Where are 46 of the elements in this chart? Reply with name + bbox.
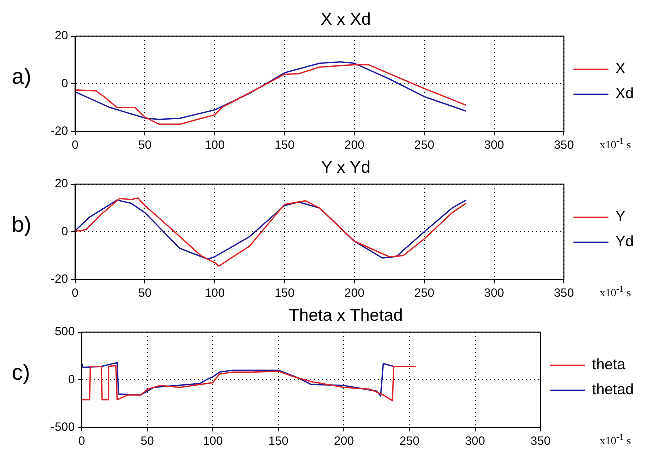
x-tick-label: 200	[344, 138, 365, 152]
legend-label: Xd	[616, 86, 634, 103]
x-tick-label: 350	[530, 434, 552, 448]
chart-title: Y x Yd	[321, 158, 371, 177]
y-tick-label: 0	[68, 372, 76, 386]
x-tick-label: 250	[414, 286, 435, 300]
x-axis-title: x10$^{-1}$ s	[600, 284, 632, 300]
x-tick-label: 50	[138, 286, 152, 300]
text: b)	[12, 212, 32, 238]
text: c)	[12, 360, 30, 386]
x-axis-title: x10$^{-1}$ s	[600, 136, 632, 152]
chart-title: Theta x Thetad	[288, 306, 404, 325]
x-tick-label: 350	[554, 138, 574, 152]
y-tick-label: 20	[54, 176, 69, 191]
x-tick-label: 300	[484, 138, 505, 152]
legend-label: theta	[592, 356, 626, 374]
legend-label: Y	[616, 208, 626, 226]
x-tick-label: 350	[554, 286, 574, 300]
legend-label: Yd	[616, 234, 634, 251]
x-tick-label: 150	[274, 286, 296, 300]
y-tick-label: 0	[62, 76, 69, 90]
x-tick-label: 250	[400, 434, 420, 448]
x-tick-label: 200	[334, 434, 355, 448]
x-tick-label: 0	[78, 434, 86, 448]
legend-label: X	[616, 60, 626, 78]
x-tick-label: 200	[344, 286, 365, 300]
x-tick-label: 150	[268, 434, 289, 448]
y-tick-label: 500	[54, 324, 76, 339]
text: a)	[12, 64, 32, 90]
y-tick-label: 0	[62, 224, 69, 238]
x-tick-label: 250	[414, 138, 435, 152]
y-tick-label: -20	[51, 272, 69, 286]
x-tick-label: 100	[204, 138, 226, 152]
x-axis-title: x10$^{-1}$ s	[600, 432, 632, 448]
y-tick-label: -20	[51, 124, 69, 138]
x-tick-label: 300	[484, 286, 505, 300]
legend-label: thetad	[592, 382, 634, 399]
x-tick-label: 50	[140, 434, 155, 448]
y-tick-label: -500	[50, 420, 76, 434]
y-tick-label: 20	[54, 28, 69, 43]
x-tick-label: 100	[203, 434, 224, 448]
x-tick-label: 150	[274, 138, 296, 152]
chart-title: X x Xd	[320, 10, 372, 29]
x-tick-label: 100	[204, 286, 226, 300]
x-tick-label: 300	[465, 434, 486, 448]
x-tick-label: 50	[138, 138, 152, 152]
